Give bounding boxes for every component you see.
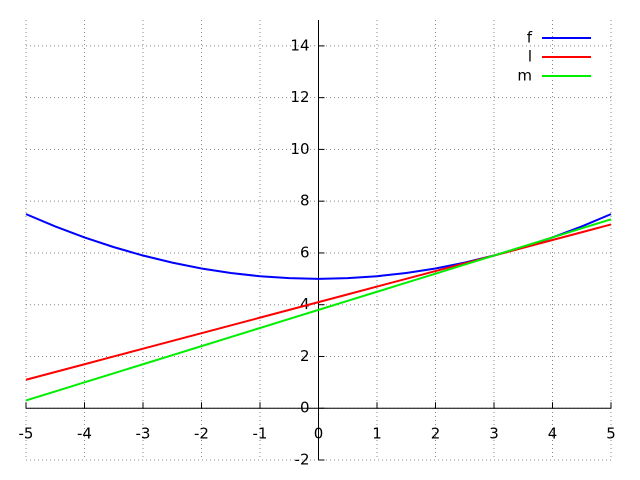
legend-label: l — [528, 48, 532, 66]
x-tick-label: 3 — [489, 425, 499, 443]
series-line — [25, 218, 612, 402]
legend-label: f — [527, 29, 533, 47]
x-tick-label: 4 — [548, 425, 558, 443]
y-tick-label: 8 — [300, 192, 310, 210]
x-tick-label: -2 — [194, 425, 209, 443]
x-tick-label: 5 — [606, 425, 616, 443]
y-tick-label: 10 — [290, 140, 309, 158]
y-tick-label: 6 — [300, 243, 310, 261]
legend-label: m — [517, 67, 532, 85]
y-tick-label: 12 — [290, 88, 309, 106]
y-tick-label: -2 — [295, 451, 310, 469]
y-tick-label: 4 — [300, 295, 310, 313]
x-tick-label: -3 — [136, 425, 151, 443]
x-tick-label: -1 — [253, 425, 268, 443]
y-tick-label: 14 — [290, 36, 309, 54]
x-tick-label: -5 — [19, 425, 34, 443]
x-tick-label: 2 — [431, 425, 441, 443]
x-tick-label: 1 — [372, 425, 382, 443]
x-tick-label: -4 — [77, 425, 92, 443]
y-tick-label: 2 — [300, 347, 310, 365]
